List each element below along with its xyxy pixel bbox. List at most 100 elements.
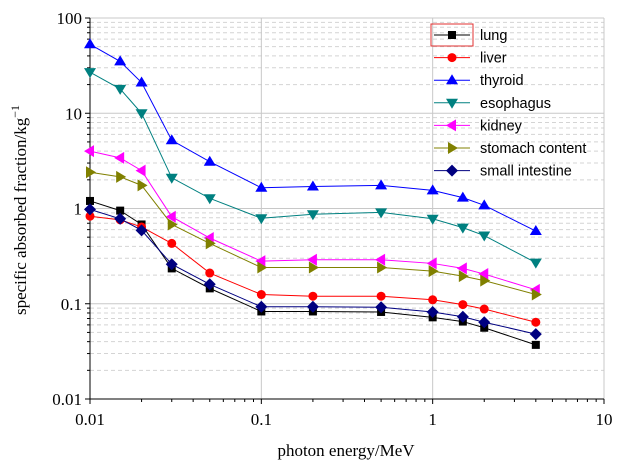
data-point-stomach-content	[137, 179, 148, 192]
data-point-stomach-content	[116, 170, 127, 183]
data-point-stomach-content	[480, 274, 491, 287]
data-point-lung	[116, 206, 125, 215]
data-point-thyroid	[84, 38, 96, 49]
y-axis-title: specific absorbed fraction/kg−1	[8, 105, 30, 315]
data-point-small-intestine	[114, 212, 127, 225]
data-point-kidney	[114, 151, 125, 164]
data-point-thyroid	[426, 184, 439, 195]
legend-label-kidney: kidney	[480, 118, 523, 134]
series-thyroid	[84, 38, 542, 236]
data-point-stomach-content	[458, 270, 469, 283]
data-point-esophagus	[135, 109, 148, 120]
data-point-liver	[531, 317, 541, 327]
data-point-lung	[531, 340, 540, 349]
data-point-liver	[85, 211, 95, 221]
y-tick-label: 0.01	[52, 390, 82, 409]
data-point-esophagus	[306, 210, 319, 221]
data-point-stomach-content	[257, 261, 268, 274]
data-point-esophagus	[375, 208, 388, 219]
legend-marker-small-intestine	[446, 164, 458, 177]
data-point-small-intestine	[306, 300, 319, 313]
x-tick-label: 0.1	[251, 410, 272, 429]
data-point-thyroid	[478, 199, 491, 210]
data-point-thyroid	[114, 55, 127, 66]
data-point-stomach-content	[167, 218, 178, 231]
data-point-esophagus	[114, 84, 127, 95]
data-point-stomach-content	[308, 261, 319, 274]
data-point-thyroid	[456, 191, 469, 202]
data-point-esophagus	[165, 173, 178, 184]
x-tick-label: 1	[428, 410, 437, 429]
series-esophagus	[84, 68, 542, 269]
data-point-stomach-content	[531, 288, 542, 301]
legend-marker-kidney	[446, 119, 456, 132]
data-point-thyroid	[375, 179, 388, 190]
data-point-liver	[308, 291, 318, 301]
x-axis-title: photon energy/MeV	[277, 441, 415, 460]
data-point-stomach-content	[428, 265, 439, 278]
data-point-thyroid	[306, 180, 319, 191]
x-tick-label: 10	[596, 410, 613, 429]
data-point-kidney	[306, 253, 317, 266]
y-tick-label: 0.1	[61, 295, 82, 314]
axes: 0.01 0.1 1 10 100 0.01 0.1 1 10	[52, 9, 612, 429]
legend-label-small-intestine: small intestine	[480, 164, 572, 180]
data-point-kidney	[84, 145, 94, 158]
data-point-thyroid	[529, 225, 542, 236]
data-point-kidney	[165, 210, 176, 223]
data-point-small-intestine	[165, 258, 178, 271]
data-point-small-intestine	[255, 300, 268, 313]
data-point-stomach-content	[86, 166, 96, 179]
legend-label-stomach-content: stomach content	[480, 141, 586, 157]
data-point-esophagus	[203, 194, 216, 205]
data-point-esophagus	[426, 214, 439, 225]
data-point-liver	[428, 295, 438, 305]
data-point-liver	[479, 304, 489, 314]
data-point-lung	[86, 196, 94, 205]
data-point-esophagus	[478, 231, 491, 242]
data-point-liver	[376, 291, 386, 301]
y-axis-title-exponent: −1	[8, 105, 22, 118]
data-point-thyroid	[255, 181, 268, 192]
data-point-kidney	[255, 255, 266, 268]
data-point-small-intestine	[426, 305, 439, 318]
data-point-stomach-content	[205, 237, 216, 250]
legend-marker-esophagus	[446, 98, 458, 109]
data-point-liver	[458, 300, 468, 310]
data-point-esophagus	[255, 214, 268, 225]
data-point-liver	[205, 268, 215, 278]
legend: lung liver thyroid esophagus kidney stomach c…	[430, 23, 586, 180]
y-axis-title-text: specific absorbed fraction/kg	[11, 117, 30, 315]
data-point-esophagus	[84, 68, 96, 79]
series-line-esophagus	[89, 71, 537, 264]
data-point-small-intestine	[203, 278, 216, 291]
legend-label-thyroid: thyroid	[480, 73, 524, 89]
data-point-kidney	[478, 268, 489, 281]
data-point-small-intestine	[456, 310, 469, 323]
data-point-small-intestine	[135, 224, 148, 237]
data-point-kidney	[135, 164, 146, 177]
series-layer	[84, 38, 542, 349]
data-point-liver	[256, 290, 266, 300]
data-point-thyroid	[165, 134, 178, 145]
legend-marker-thyroid	[446, 74, 458, 85]
legend-label-esophagus: esophagus	[480, 96, 551, 112]
data-point-esophagus	[529, 258, 542, 269]
data-point-small-intestine	[478, 316, 491, 329]
data-point-kidney	[426, 257, 437, 270]
data-point-small-intestine	[84, 203, 96, 216]
series-stomach-content	[86, 166, 542, 301]
data-point-thyroid	[135, 76, 148, 87]
data-point-small-intestine	[529, 328, 542, 341]
series-small-intestine	[84, 203, 542, 341]
y-tick-label: 100	[57, 9, 83, 28]
legend-highlight-box	[430, 23, 474, 47]
data-point-small-intestine	[375, 301, 388, 314]
legend-label-liver: liver	[480, 51, 507, 67]
legend-marker-liver	[447, 53, 457, 63]
data-point-kidney	[375, 253, 386, 266]
x-tick-label: 0.01	[75, 410, 105, 429]
legend-marker-stomach-content	[448, 142, 458, 154]
